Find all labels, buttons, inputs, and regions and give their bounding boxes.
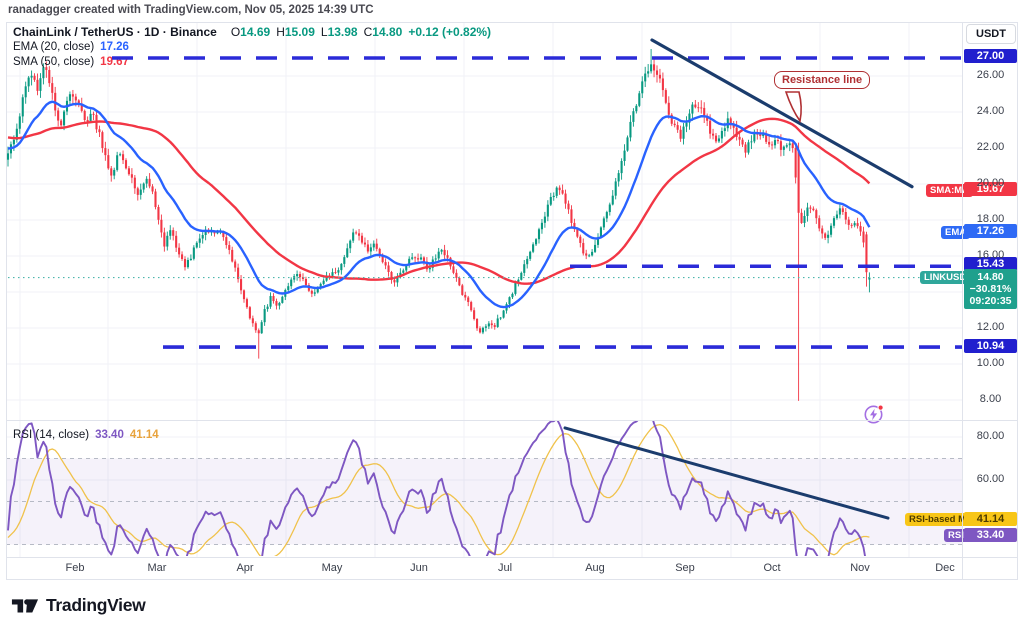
frame-bottom-border <box>6 579 1018 580</box>
ema-name: EMA (20, close) <box>13 41 95 53</box>
candles-layer <box>6 49 871 401</box>
bar-countdown: 09:20:35 <box>969 295 1012 307</box>
time-axis-border <box>6 557 1018 558</box>
close-value: 14.80 <box>372 25 403 39</box>
frame-top-border <box>6 22 1018 23</box>
resistance-trendline[interactable] <box>650 38 914 189</box>
sma-name: SMA (50, close) <box>13 56 95 68</box>
high-label: H <box>276 25 285 39</box>
rsi-ma-axis-pill: RSI-based MA <box>905 513 977 526</box>
rsi-axis-pill: RSI <box>944 529 968 542</box>
rsi-legend[interactable]: RSI (14, close) 33.40 41.14 <box>13 429 159 441</box>
rsi-ma-line <box>7 423 870 556</box>
last-price-value: 14.80 <box>977 271 1004 283</box>
last-price-badge: 14.80 −30.81% 09:20:35 <box>964 269 1017 309</box>
callout-tail <box>784 91 802 123</box>
month-label-Feb: Feb <box>65 562 85 574</box>
month-label-Oct: Oct <box>763 562 781 574</box>
price-tick-26.00: 26.00 <box>976 69 1005 81</box>
low-value: 13.98 <box>327 25 358 39</box>
open-label: O <box>230 25 241 39</box>
price-tick-24.00: 24.00 <box>976 105 1005 117</box>
month-label-Apr: Apr <box>236 562 254 574</box>
low-label: L <box>320 25 328 39</box>
sma-legend[interactable]: SMA (50, close) 19.67 <box>13 56 129 68</box>
sma-value: 19.67 <box>100 56 129 68</box>
price-tick-22.00: 22.00 <box>976 141 1005 153</box>
price-tick-10.00: 10.00 <box>976 357 1005 369</box>
month-label-Sep: Sep <box>675 562 695 574</box>
sma-50-line <box>7 117 871 285</box>
month-label-Jul: Jul <box>497 562 513 574</box>
frame-right-border <box>1017 22 1018 579</box>
symbol-legend[interactable]: ChainLink / TetherUS · 1D · Binance O14.6… <box>13 25 491 39</box>
tradingview-logo[interactable]: TradingView <box>11 594 146 616</box>
lightning-bolt-icon <box>864 404 884 424</box>
price-tick-20.00: 20.00 <box>976 177 1005 189</box>
month-label-Jun: Jun <box>410 562 428 574</box>
currency-unit-button[interactable]: USDT <box>966 24 1016 44</box>
month-label-Nov: Nov <box>850 562 870 574</box>
close-label: C <box>363 25 373 39</box>
month-label-May: May <box>321 562 343 574</box>
flash-indicator-button[interactable] <box>863 403 887 432</box>
sma-axis-badge: 19.67 <box>964 182 1017 196</box>
sma-axis-pill: SMA:MA <box>926 184 974 197</box>
level-badge-1543: 15.43 <box>964 257 1017 271</box>
rsi-band <box>6 458 962 545</box>
rsi-trendline[interactable] <box>563 426 890 520</box>
month-label-Aug: Aug <box>585 562 605 574</box>
ema-20-line <box>7 100 871 309</box>
rsi-axis-badge: 33.40 <box>964 528 1017 542</box>
rsi-ma-value: 41.14 <box>129 429 159 441</box>
rsi-tick-60.00: 60.00 <box>976 473 1005 485</box>
price-axis-separator <box>962 22 963 579</box>
ema-value: 17.26 <box>100 41 129 53</box>
price-tick-16.00: 16.00 <box>976 249 1005 261</box>
rsi-ma-axis-badge: 41.14 <box>964 512 1017 526</box>
resistance-line-callout[interactable]: Resistance line <box>774 71 871 89</box>
time-axis-panel[interactable] <box>7 558 962 579</box>
price-tick-12.00: 12.00 <box>976 321 1005 333</box>
price-tick-18.00: 18.00 <box>976 213 1005 225</box>
ema-axis-badge: 17.26 <box>964 224 1017 238</box>
level-badge-27: 27.00 <box>964 49 1017 63</box>
month-label-Mar: Mar <box>147 562 167 574</box>
symbol-title[interactable]: ChainLink / TetherUS · 1D · Binance <box>13 25 217 39</box>
high-value: 15.09 <box>284 25 315 39</box>
tradingview-logo-text: TradingView <box>46 594 146 615</box>
rsi-tick-80.00: 80.00 <box>976 430 1005 442</box>
open-value: 14.69 <box>240 25 271 39</box>
ema-legend[interactable]: EMA (20, close) 17.26 <box>13 41 129 53</box>
level-badge-1094: 10.94 <box>964 339 1017 353</box>
attribution-text: ranadagger created with TradingView.com,… <box>8 4 374 16</box>
rsi-value: 33.40 <box>95 429 124 441</box>
last-price-change: −30.81% <box>969 283 1012 295</box>
price-tick-8.00: 8.00 <box>979 393 1002 405</box>
rsi-name: RSI (14, close) <box>13 429 90 441</box>
pane-divider[interactable] <box>6 420 1018 421</box>
month-label-Dec: Dec <box>935 562 955 574</box>
tradingview-logomark-icon <box>11 599 39 613</box>
gridlines <box>6 23 962 557</box>
frame-left-border <box>6 22 7 579</box>
change-value: +0.12 (+0.82%) <box>408 25 492 39</box>
